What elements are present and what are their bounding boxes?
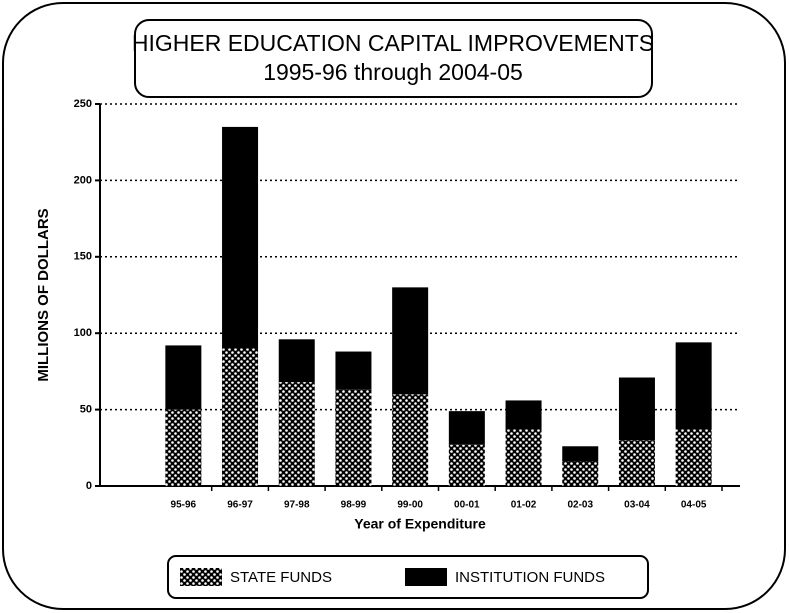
bar-segment <box>618 377 655 441</box>
bar-segment <box>562 461 599 486</box>
legend-swatch <box>405 568 447 586</box>
bar-segment <box>335 389 372 486</box>
x-tick-label: 95-96 <box>171 500 197 511</box>
bar-segment <box>562 446 599 462</box>
bar-segment <box>675 429 712 486</box>
y-tick-label: 50 <box>80 404 92 416</box>
x-tick-label: 98-99 <box>341 500 367 511</box>
x-tick-label: 99-00 <box>397 500 423 511</box>
x-axis-label: Year of Expenditure <box>354 516 486 532</box>
bar-segment <box>392 394 429 486</box>
bar-segment <box>505 429 542 486</box>
y-tick-label: 200 <box>74 174 92 186</box>
y-axis-label: MILLIONS OF DOLLARS <box>35 208 52 381</box>
x-tick-label: 97-98 <box>284 500 310 511</box>
y-tick-label: 150 <box>74 251 92 263</box>
bar-segment <box>278 339 315 383</box>
bar-segment <box>392 287 429 395</box>
y-tick-label: 100 <box>74 327 92 339</box>
bar-segment <box>448 411 485 445</box>
bar-segment <box>335 351 372 390</box>
y-tick-label: 250 <box>74 98 92 110</box>
bar-segment <box>222 126 259 349</box>
bar-segment <box>505 400 542 430</box>
bar-segment <box>165 345 202 410</box>
chart-subtitle: 1995-96 through 2004-05 <box>263 59 523 85</box>
bar-segment <box>278 382 315 486</box>
chart-title: HIGHER EDUCATION CAPITAL IMPROVEMENTS <box>132 30 654 56</box>
x-tick-label: 00-01 <box>454 500 480 511</box>
legend-label: INSTITUTION FUNDS <box>455 569 605 586</box>
bar-segment <box>618 440 655 486</box>
bar-segment <box>675 342 712 430</box>
legend-label: STATE FUNDS <box>230 569 332 586</box>
legend-swatch <box>180 568 222 586</box>
y-tick-label: 0 <box>86 480 92 492</box>
bar-segment <box>448 444 485 486</box>
x-tick-label: 02-03 <box>567 500 593 511</box>
x-tick-label: 96-97 <box>227 500 253 511</box>
bar-segment <box>222 348 259 486</box>
legend-box <box>167 555 649 599</box>
x-tick-label: 01-02 <box>511 500 537 511</box>
x-tick-label: 04-05 <box>681 500 707 511</box>
x-tick-label: 03-04 <box>624 500 650 511</box>
title-box <box>134 19 653 98</box>
bar-segment <box>165 409 202 486</box>
